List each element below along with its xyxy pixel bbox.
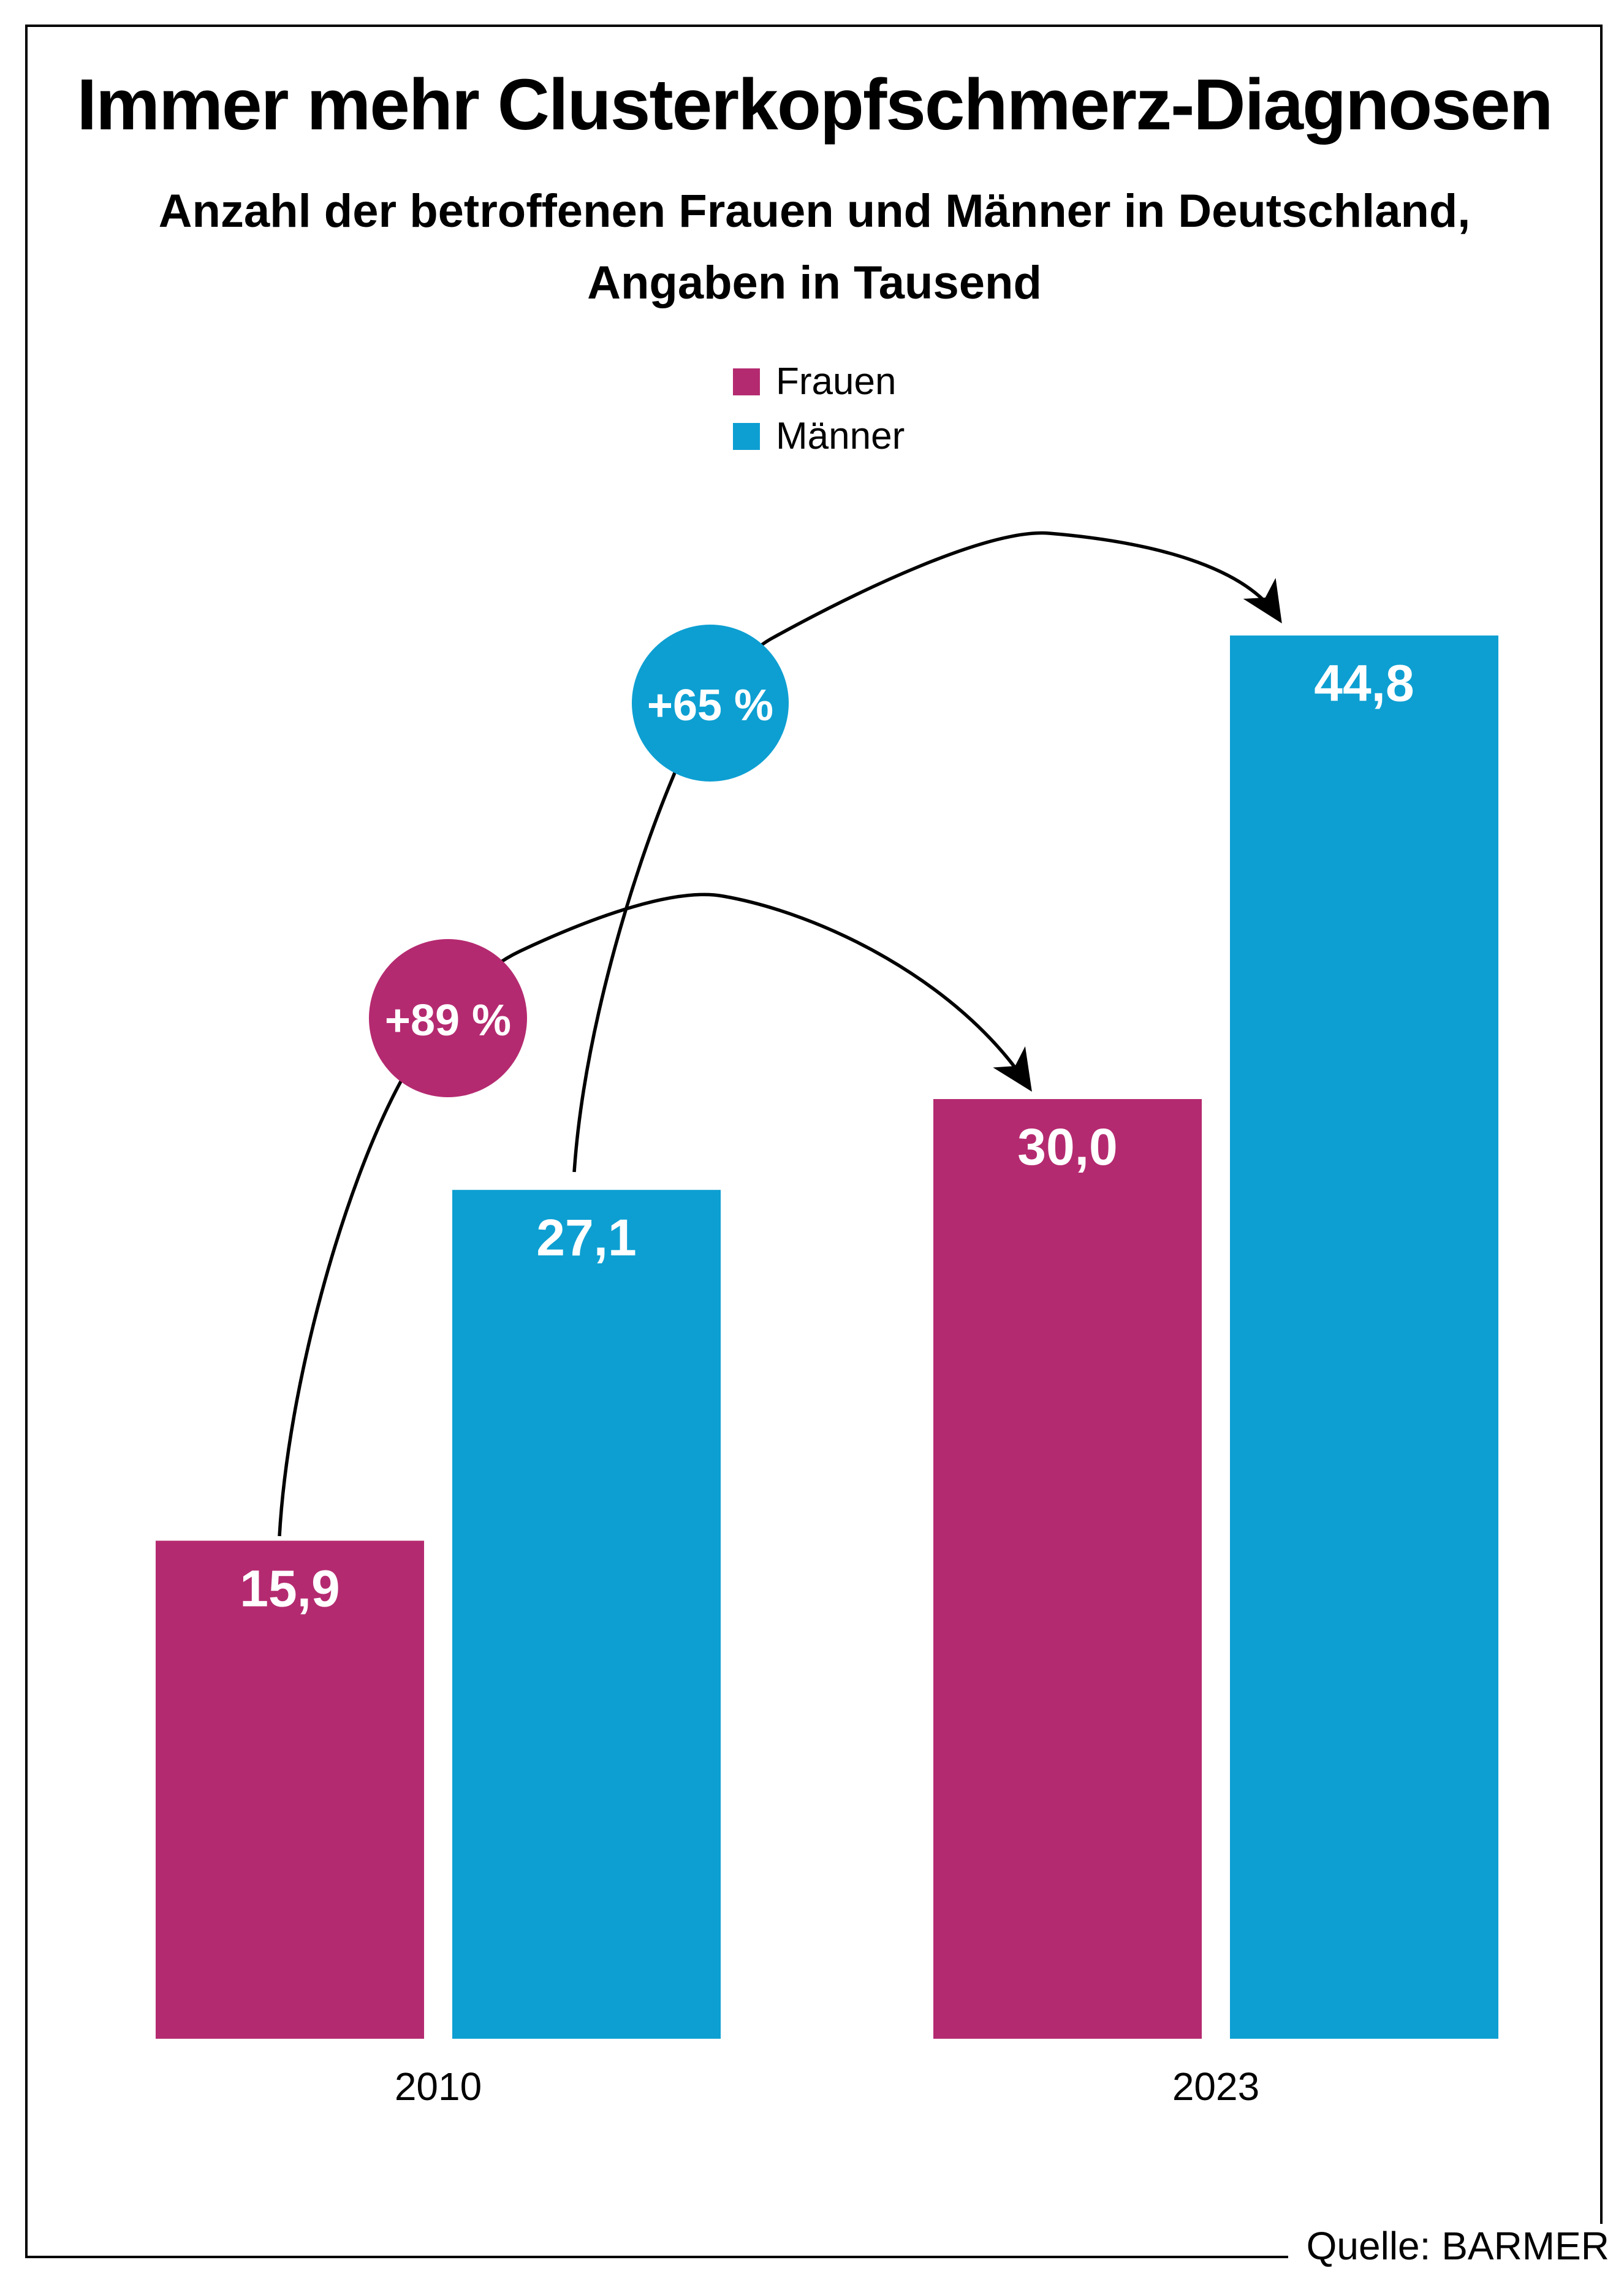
value-label-maenner-2010: 27,1 — [536, 1209, 637, 1266]
bar-maenner-2023 — [1230, 635, 1498, 2039]
axis-label-2010: 2010 — [395, 2064, 482, 2109]
chart-subtitle: Anzahl der betroffenen Frauen und Männer… — [26, 175, 1603, 319]
legend-label-maenner: Männer — [776, 415, 905, 457]
value-label-maenner-2023: 44,8 — [1314, 655, 1414, 712]
legend-item-maenner: Männer — [733, 417, 905, 455]
axis-label-2023: 2023 — [1172, 2064, 1259, 2109]
frame-border — [25, 25, 1603, 2258]
bar-frauen-2023 — [933, 1099, 1202, 2039]
legend-label-frauen: Frauen — [776, 360, 897, 403]
annotation-circle-maenner — [632, 625, 789, 782]
legend: Frauen Männer — [733, 363, 905, 478]
legend-item-frauen: Frauen — [733, 363, 905, 401]
page-title: Immer mehr Clusterkopfschmerz-Diagnosen — [77, 64, 1553, 145]
annotation-label-frauen: +89 % — [385, 996, 511, 1045]
annotation-label-maenner: +65 % — [647, 681, 773, 730]
value-label-frauen-2010: 15,9 — [240, 1560, 340, 1618]
bar-maenner-2010 — [452, 1190, 721, 2039]
annotation-circle-frauen — [369, 939, 527, 1097]
growth-arrow-frauen — [278, 892, 1032, 1537]
bar-frauen-2010 — [156, 1540, 424, 2039]
legend-swatch-frauen — [733, 368, 760, 395]
subtitle-line-2: Angaben in Tausend — [587, 257, 1042, 310]
subtitle-line-1: Anzahl der betroffenen Frauen und Männer… — [158, 185, 1471, 237]
growth-arrow-männer — [572, 531, 1282, 1173]
legend-swatch-maenner — [733, 423, 760, 450]
source-label: Quelle: BARMER — [1288, 2224, 1612, 2274]
value-label-frauen-2023: 30,0 — [1017, 1118, 1118, 1176]
